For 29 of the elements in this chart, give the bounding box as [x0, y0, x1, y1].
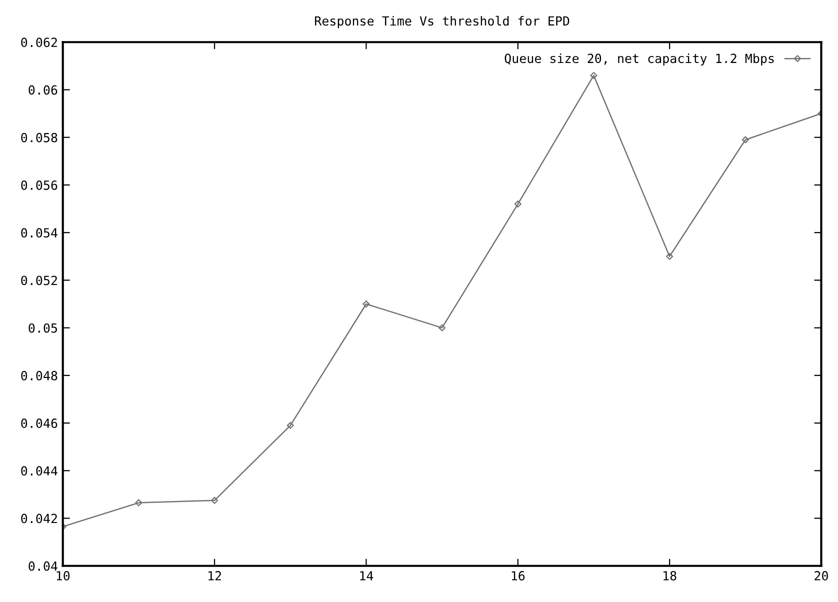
point	[742, 136, 749, 144]
y-tick-label: 0.042	[21, 514, 57, 524]
x-tick-label: 12	[208, 571, 221, 580]
point	[590, 72, 598, 79]
point	[286, 422, 294, 429]
y-tick-label: 0.04	[28, 561, 58, 571]
x-tick-label: 10	[56, 571, 70, 580]
point	[438, 324, 446, 332]
point	[666, 252, 674, 260]
y-tick-label: 0.062	[21, 38, 57, 48]
point	[514, 200, 522, 208]
point	[135, 499, 142, 506]
y-tick-label: 0.056	[21, 180, 58, 190]
x-tick-label: 18	[664, 571, 676, 580]
y-tick-label: 0.052	[21, 276, 57, 286]
y-tick-label: 0.05	[28, 323, 57, 333]
y-tick-label: 0.044	[21, 466, 58, 476]
legend-label: Queue size 20, net capacity 1.2 Mbps	[504, 53, 774, 66]
y-tick-label: 0.058	[21, 132, 58, 142]
x-tick-label: 14	[360, 571, 374, 580]
x-tick-label: 20	[814, 571, 828, 580]
y-tick-label: 0.06	[28, 85, 58, 95]
y-tick-label: 0.048	[21, 370, 58, 380]
chart-title: Response Time Vs threshold for EPD	[314, 16, 570, 28]
x-tick-label: 16	[512, 571, 525, 580]
point	[211, 496, 218, 504]
y-tick-label: 0.054	[21, 228, 58, 238]
point	[362, 300, 370, 308]
y-tick-label: 0.046	[21, 418, 58, 428]
